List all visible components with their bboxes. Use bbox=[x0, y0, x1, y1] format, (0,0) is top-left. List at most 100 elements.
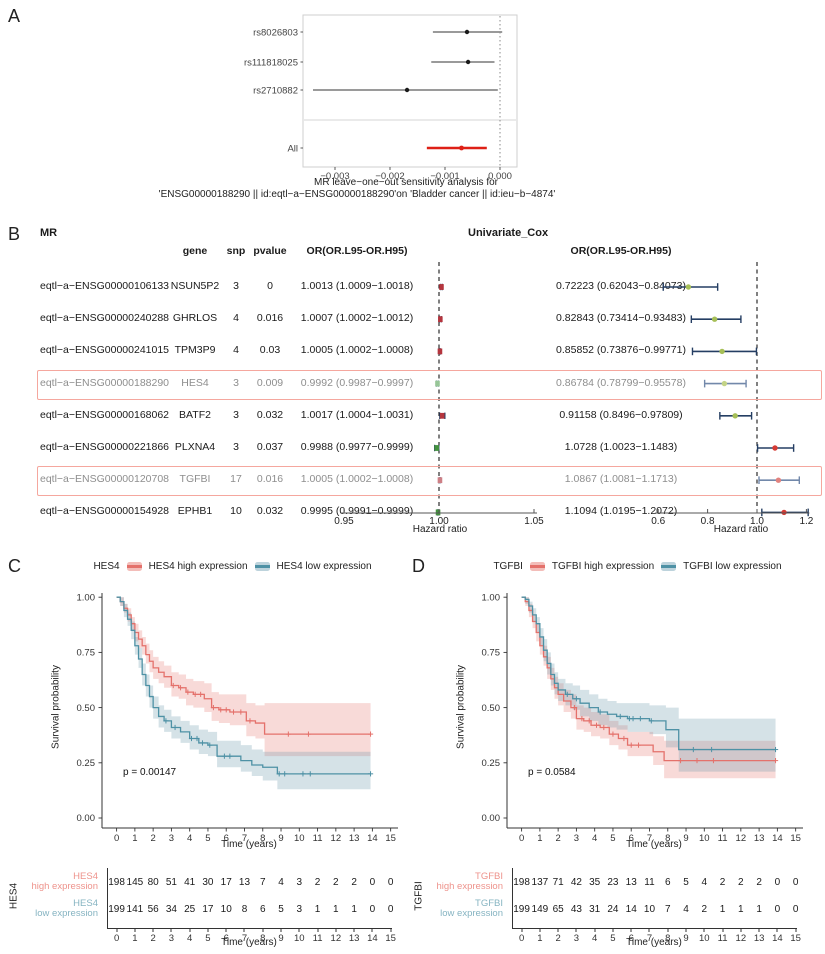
risk-count: 137 bbox=[531, 877, 549, 888]
km-legend-tgfbi: TGFBI TGFBI high expression TGFBI low ex… bbox=[450, 561, 825, 572]
svg-text:0.50: 0.50 bbox=[77, 703, 96, 714]
risk-time-tick: 15 bbox=[385, 933, 396, 944]
row-id: eqtl−a−ENSG00000120708 bbox=[40, 473, 170, 486]
risk-table-hes4: 0 1 2 3 4 5 6 7 8 9 10 11 12 13 14 15 HES4 high expressio… bbox=[0, 868, 415, 954]
risk-count: 0 bbox=[387, 904, 394, 915]
row-cox-or: 0.82843 (0.73414−0.93483) bbox=[556, 312, 686, 325]
row-cox-or: 0.91158 (0.8496−0.97809) bbox=[559, 408, 683, 421]
risk-row-label: HES4 high expression bbox=[31, 871, 98, 892]
svg-text:3: 3 bbox=[574, 833, 579, 844]
risk-count: 2 bbox=[314, 877, 321, 888]
point-estimate bbox=[459, 145, 464, 151]
col-header-gene: gene bbox=[182, 245, 208, 257]
risk-count: 31 bbox=[589, 904, 601, 915]
risk-count: 198 bbox=[513, 877, 530, 888]
risk-axis-hline bbox=[512, 928, 797, 929]
row-cox-or: 0.86784 (0.78799−0.95578) bbox=[556, 376, 686, 389]
point-estimate bbox=[775, 477, 782, 483]
row-id: eqtl−a−ENSG00000221866 bbox=[40, 441, 170, 453]
row-gene: HES4 bbox=[181, 376, 209, 389]
row-snp: 3 bbox=[233, 408, 239, 421]
row-pvalue: 0.016 bbox=[256, 312, 284, 325]
risk-time-tick: 10 bbox=[294, 933, 305, 944]
panel-a-label: A bbox=[8, 6, 21, 26]
panel-border bbox=[302, 14, 518, 168]
row-gene: PLXNA4 bbox=[174, 441, 216, 453]
svg-text:−0.002: −0.002 bbox=[375, 171, 404, 182]
row-pvalue: 0.037 bbox=[256, 441, 284, 453]
risk-count: 199 bbox=[513, 904, 530, 915]
risk-time-tick: 0 bbox=[113, 933, 120, 944]
svg-text:0.25: 0.25 bbox=[77, 758, 96, 769]
risk-count: 24 bbox=[607, 904, 619, 915]
point-estimate bbox=[404, 87, 410, 93]
panel-c-label: C bbox=[8, 556, 21, 576]
risk-count: 13 bbox=[625, 877, 637, 888]
km-plot-hes4: 0 1 2 3 4 5 6 7 8 9 10 11 12 13 14 150.000.250.500.751.… bbox=[77, 592, 398, 844]
risk-time-tick: 15 bbox=[790, 933, 801, 944]
svg-text:−0.003: −0.003 bbox=[320, 171, 349, 182]
svg-text:8: 8 bbox=[665, 833, 670, 844]
mr-section-header: MR bbox=[40, 227, 58, 239]
panel-a-forest-plot: rs8026803 rs111818025 rs2710882 All −0.003 −0… bbox=[244, 14, 518, 182]
point-estimate bbox=[437, 348, 443, 355]
panel-a-caption-line1: MR leave−one−out sensitivity analysis fo… bbox=[314, 177, 498, 188]
row-snp: 3 bbox=[233, 441, 239, 453]
row-cox-or: 0.72223 (0.62043−0.84073) bbox=[556, 280, 686, 292]
svg-text:13: 13 bbox=[349, 833, 360, 844]
risk-count: 1 bbox=[719, 904, 726, 915]
legend-low-label: TGFBI low expression bbox=[683, 561, 782, 572]
risk-time-tick: 13 bbox=[753, 933, 765, 944]
svg-text:0.95: 0.95 bbox=[334, 516, 354, 527]
risk-count: 1 bbox=[738, 904, 744, 915]
risk-axis-vline bbox=[107, 868, 108, 928]
km-xlabel-hes4: Time (years) bbox=[221, 839, 277, 850]
risk-count: 149 bbox=[531, 904, 549, 915]
svg-text:15: 15 bbox=[790, 833, 801, 844]
row-pvalue: 0 bbox=[267, 280, 273, 292]
svg-text:1.05: 1.05 bbox=[524, 516, 544, 527]
col-header-or-mr: OR(OR.L95-OR.H95) bbox=[306, 245, 408, 257]
panel-d-label: D bbox=[412, 556, 425, 576]
risk-count: 17 bbox=[220, 877, 232, 888]
point-estimate bbox=[439, 412, 445, 419]
risk-count: 3 bbox=[296, 904, 303, 915]
risk-time-tick: 14 bbox=[772, 933, 783, 944]
row-pvalue: 0.032 bbox=[256, 505, 284, 518]
risk-count: 0 bbox=[369, 904, 376, 915]
risk-time-tick: 1 bbox=[537, 933, 543, 944]
svg-text:10: 10 bbox=[699, 833, 710, 844]
row-id: eqtl−a−ENSG00000168062 bbox=[40, 408, 170, 421]
svg-text:1.00: 1.00 bbox=[482, 592, 501, 603]
row-gene: BATF2 bbox=[179, 408, 211, 421]
risk-count: 0 bbox=[774, 877, 781, 888]
panel-a-caption-line2: 'ENSG00000188290 || id:eqtl−a−ENSG000001… bbox=[158, 189, 556, 200]
risk-time-tick: 7 bbox=[646, 933, 653, 944]
point-estimate bbox=[439, 284, 444, 290]
risk-time-tick: 12 bbox=[735, 933, 747, 944]
row-gene: EPHB1 bbox=[177, 505, 213, 518]
risk-row-label: TGFBI high expression bbox=[436, 871, 503, 892]
svg-text:0.75: 0.75 bbox=[482, 648, 501, 659]
risk-time-tick: 4 bbox=[187, 933, 193, 944]
svg-text:12: 12 bbox=[736, 833, 747, 844]
risk-time-tick: 9 bbox=[278, 933, 284, 944]
risk-count: 10 bbox=[220, 904, 232, 915]
svg-text:rs111818025: rs111818025 bbox=[244, 58, 298, 69]
risk-time-tick: 2 bbox=[555, 933, 561, 944]
row-snp: 4 bbox=[233, 312, 239, 325]
row-snp: 17 bbox=[230, 473, 242, 486]
point-estimate bbox=[772, 445, 778, 451]
risk-count: 41 bbox=[184, 877, 196, 888]
svg-text:12: 12 bbox=[331, 833, 342, 844]
risk-count: 6 bbox=[664, 877, 671, 888]
risk-count: 8 bbox=[241, 904, 248, 915]
svg-text:7: 7 bbox=[647, 833, 652, 844]
svg-text:1: 1 bbox=[537, 833, 542, 844]
risk-count: 6 bbox=[259, 904, 266, 915]
risk-count: 34 bbox=[165, 904, 177, 915]
svg-text:All: All bbox=[287, 144, 298, 155]
row-mr-or: 1.0007 (1.0002−1.0012) bbox=[300, 312, 414, 325]
mr-forest-plot: 0.95 1.00 1.05 bbox=[334, 262, 544, 527]
confidence-band bbox=[116, 597, 371, 792]
